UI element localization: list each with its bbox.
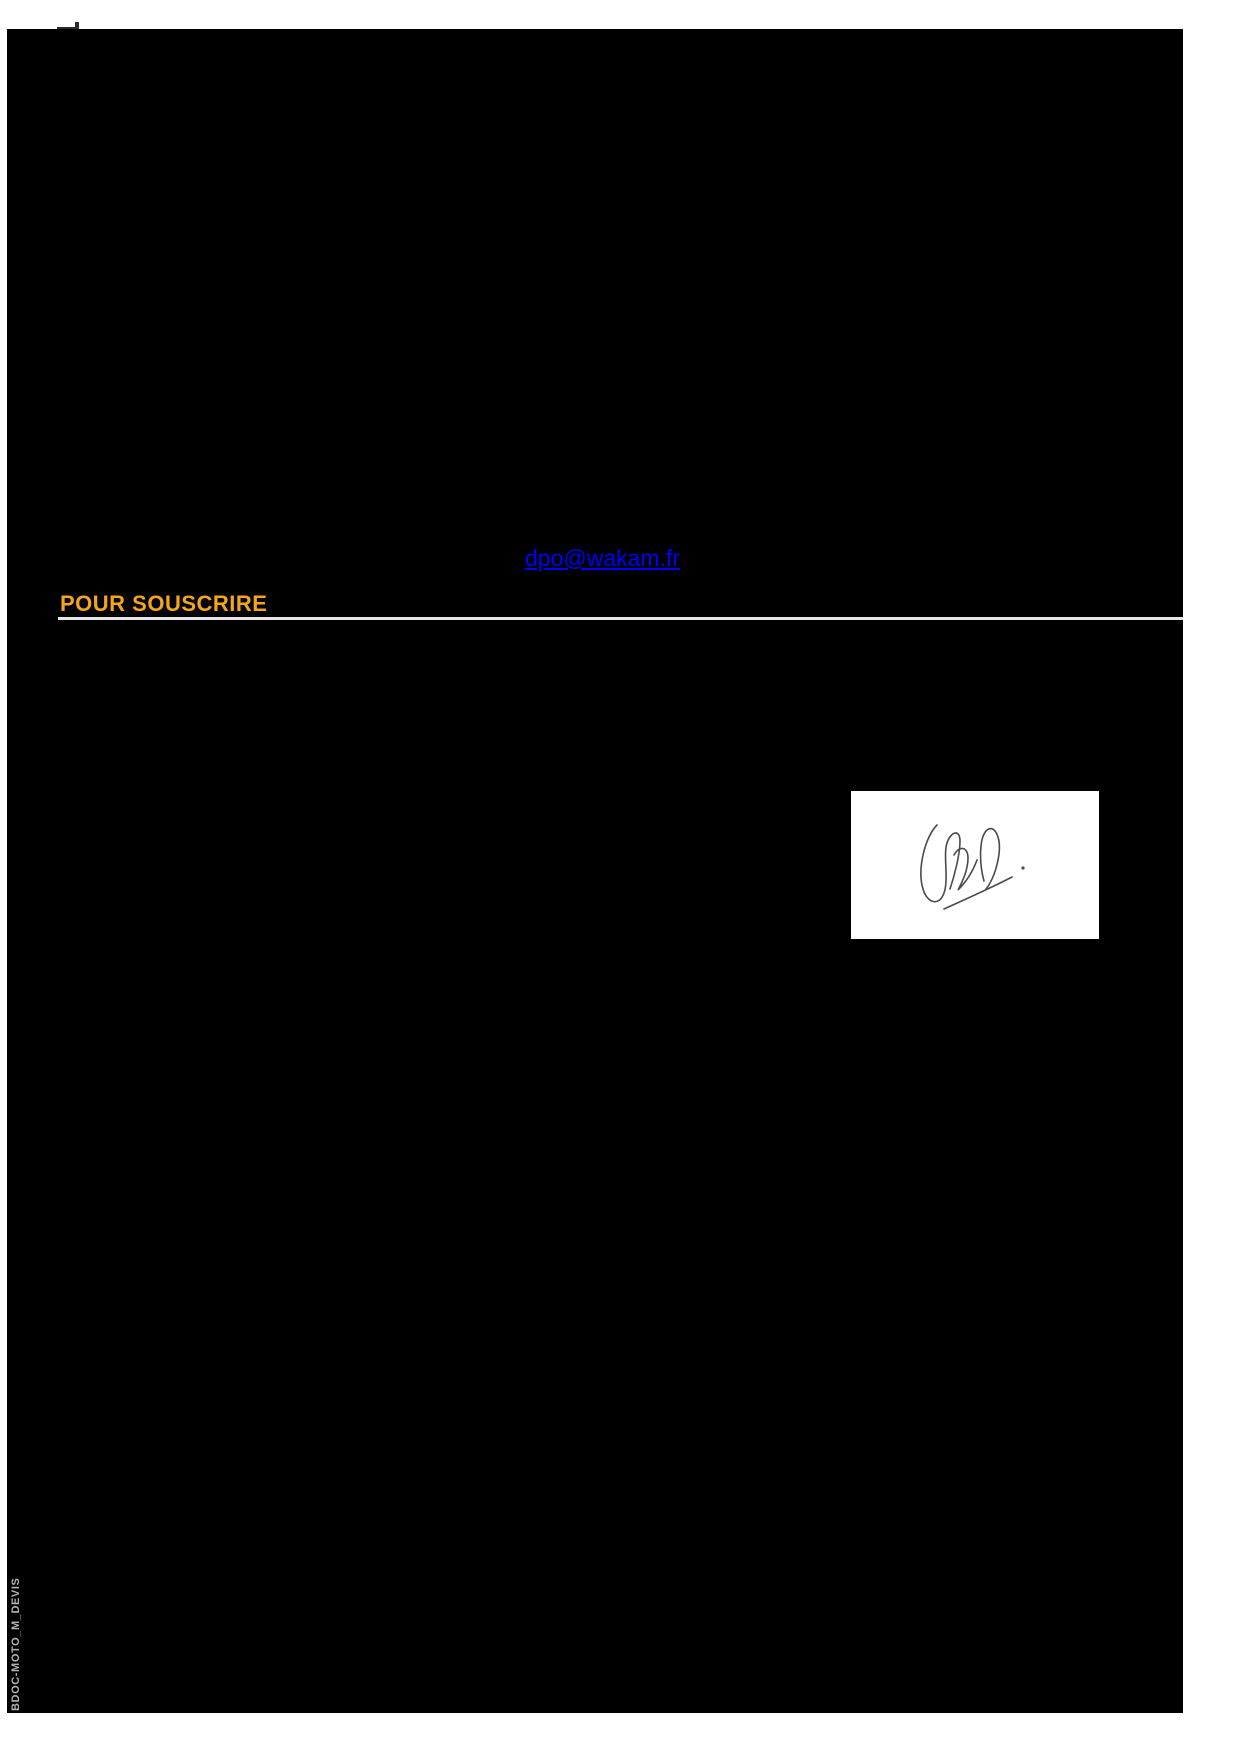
clipped-glyph-fragment <box>75 22 79 29</box>
section-title-pour-souscrire: POUR SOUSCRIRE <box>60 591 268 616</box>
signature-image <box>920 824 1025 910</box>
email-link[interactable]: dpo@wakam.fr <box>525 545 681 571</box>
inverted-content-block: dpo@wakam.fr POUR SOUSCRIRE <box>7 29 1183 1713</box>
section-divider-rule <box>58 617 1183 620</box>
signature-box <box>851 791 1099 939</box>
document-code-vertical-label: BDOC-MOTO_M_DEVIS <box>10 1577 22 1711</box>
clipped-glyph-fragment <box>57 27 79 29</box>
